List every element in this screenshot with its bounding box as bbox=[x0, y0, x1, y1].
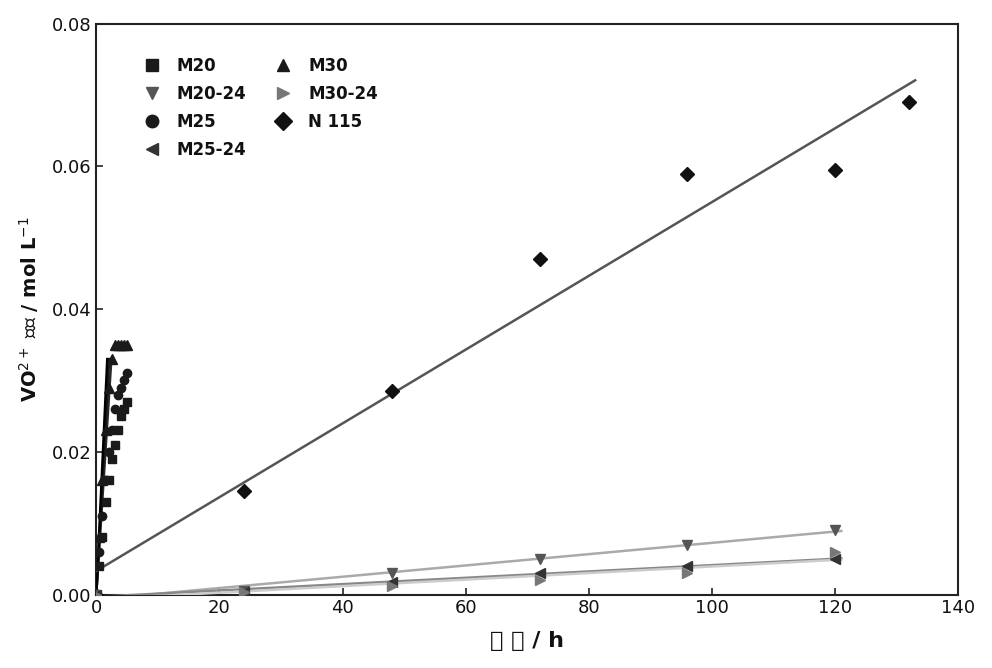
X-axis label: 时 间 / h: 时 间 / h bbox=[490, 631, 564, 651]
Legend: M20, M20-24, M25, M25-24, M30, M30-24, N 115: M20, M20-24, M25, M25-24, M30, M30-24, N… bbox=[122, 43, 392, 172]
Y-axis label: VO$^{2+}$ 浓度 / mol L$^{-1}$: VO$^{2+}$ 浓度 / mol L$^{-1}$ bbox=[17, 216, 41, 402]
